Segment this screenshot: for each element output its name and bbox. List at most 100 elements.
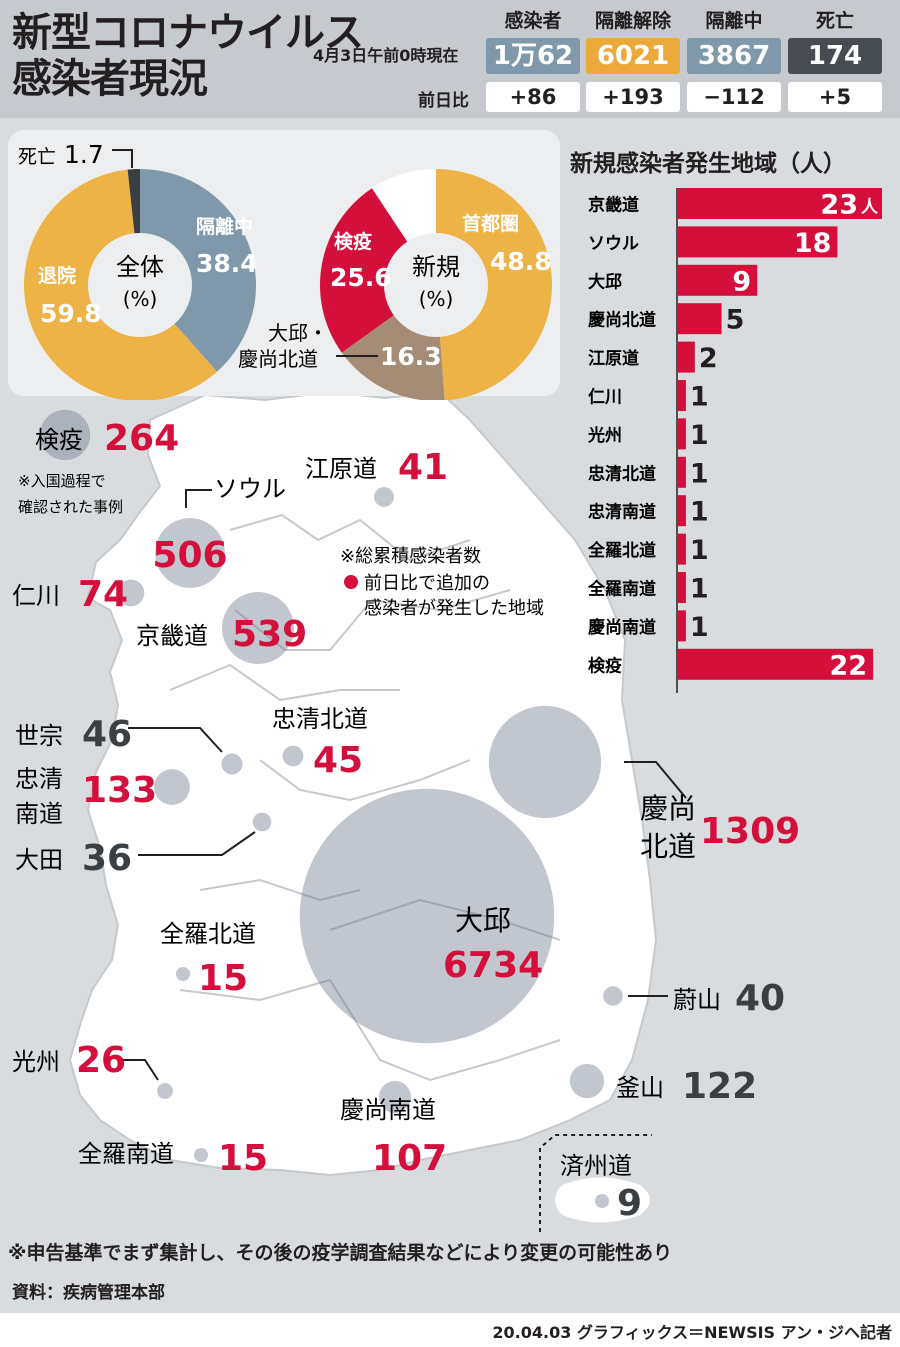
bar-category-label: 全羅北道 — [587, 540, 656, 561]
region-value: 506 — [152, 535, 227, 576]
bar — [677, 188, 882, 219]
stat-value-isolated: 3867 — [687, 38, 781, 74]
region-name: 全羅南道 — [78, 1140, 174, 1168]
bubble — [176, 967, 190, 981]
stat-label-isolated: 隔離中 — [705, 10, 763, 32]
region-name: 世宗 — [15, 722, 63, 750]
bubble-map: 検疫 264 ソウル 506 仁川 74 京畿道 539 江原道 41 世宗 46 忠清北道 45 忠清南道… — [12, 409, 800, 1224]
bar-value-label: 5 — [726, 305, 745, 336]
bar-value-label: 1 — [690, 497, 709, 528]
region-name: 慶尚南道 — [340, 1096, 436, 1124]
bubble — [488, 705, 602, 819]
stat-delta-released: +193 — [586, 82, 680, 112]
leader-line — [120, 1059, 159, 1081]
stat-label-deaths: 死亡 — [815, 10, 854, 32]
bar-category-label: 光州 — [587, 425, 622, 446]
legend-text-2: 感染者が発生した地域 — [364, 598, 544, 619]
title-line-1: 新型コロナウイルス — [12, 10, 364, 56]
region-name: ソウル — [214, 475, 286, 503]
bar — [677, 648, 874, 680]
bar-chart-title: 新規感染者発生地域（人） — [570, 151, 846, 177]
bar-category-label: 慶尚南道 — [588, 617, 656, 638]
bar-value-label: 9 — [732, 266, 751, 297]
bar-category-label: 仁川 — [588, 387, 622, 408]
bar — [677, 380, 686, 411]
region-name: 検疫 — [35, 426, 83, 454]
bar — [677, 418, 686, 450]
pie-slice-0 — [436, 169, 552, 400]
leader-line — [138, 831, 256, 856]
slice-label-isolated: 隔離中 — [196, 215, 253, 238]
province-lines — [169, 513, 561, 1082]
stat-delta-confirmed: +86 — [486, 82, 580, 112]
legend-text-1: 前日比で追加の — [364, 573, 490, 594]
as-of-date: 4月3日午前0時現在 — [313, 46, 459, 65]
donut-overall-unit: (%) — [123, 287, 158, 311]
region-name: 忠清 — [15, 765, 63, 793]
region-value: 264 — [104, 418, 179, 459]
slice-label-discharged: 退院 — [38, 264, 76, 287]
region-name: 江原道 — [305, 455, 377, 483]
jeju-inset-border — [539, 1134, 652, 1232]
region-name: 忠清北道 — [272, 705, 368, 733]
region-value: 1309 — [700, 811, 800, 852]
leader-line — [185, 489, 212, 508]
bubble — [569, 1063, 605, 1099]
slice-value-daegu-gb: 16.3 — [380, 342, 442, 371]
bar-category-label: 全羅南道 — [587, 579, 656, 600]
region-value: 133 — [82, 770, 157, 811]
bubble — [374, 487, 394, 507]
deaths-leader-line — [112, 149, 133, 168]
bar — [677, 226, 838, 258]
bar-value-label: 1 — [690, 612, 709, 643]
stat-delta-isolated: −112 — [687, 82, 781, 112]
bar-category-label: 忠清南道 — [588, 502, 656, 523]
bubble — [194, 1148, 208, 1162]
bar — [677, 303, 722, 335]
region-value: 6734 — [443, 945, 543, 986]
bar-value-label: 1 — [690, 382, 709, 413]
region-value: 46 — [82, 714, 132, 755]
credit-band: 20.04.03 グラフィックス＝NEWSIS アン・ジヘ記者 — [0, 1313, 900, 1347]
donut-overall-center-label: 全体 — [116, 253, 164, 281]
quarantine-note-1: ※入国過程で — [18, 472, 106, 490]
bubble — [603, 986, 623, 1006]
bar-category-label: 江原道 — [588, 348, 639, 369]
donut-overall-hole — [88, 233, 192, 337]
region-name: 釜山 — [616, 1074, 664, 1102]
slice-label-daegu: 大邱・ — [268, 321, 328, 345]
region-value: 45 — [313, 740, 363, 781]
bubble — [222, 592, 294, 664]
donut-new-center-label: 新規 — [412, 253, 460, 281]
region-value: 15 — [218, 1138, 268, 1179]
map-note-title: ※総累積感染者数 — [340, 546, 481, 567]
bubble — [252, 812, 272, 832]
slice-label-deaths: 死亡 — [18, 146, 56, 168]
leader-line — [624, 761, 687, 799]
region-value: 9 — [617, 1183, 642, 1224]
bar-value-label: 1 — [690, 458, 709, 489]
bar-value-label: 1 — [690, 535, 709, 566]
region-name: 全羅北道 — [160, 920, 256, 948]
donut-charts: 全体 (%) 新規 (%) 隔離中 38.4 退院 59.8 死亡 1.7 首都… — [18, 140, 552, 400]
region-name: 仁川 — [12, 582, 60, 610]
region-value: 107 — [372, 1138, 447, 1179]
slice-label-gyeongbuk: 慶尚北道 — [238, 347, 318, 371]
title-line-2: 感染者現況 — [12, 56, 208, 102]
slice-value-deaths: 1.7 — [64, 140, 104, 169]
region-name: 蔚山 — [673, 986, 721, 1014]
bar — [677, 572, 686, 603]
bubble — [282, 745, 304, 767]
stat-delta-deaths: +5 — [788, 82, 882, 112]
region-value: 15 — [198, 958, 248, 999]
region-name: 京畿道 — [136, 622, 208, 650]
region-value: 26 — [76, 1040, 126, 1081]
bubble — [154, 769, 190, 805]
bubble — [221, 753, 243, 775]
region-name: 光州 — [12, 1048, 60, 1076]
region-name: 大田 — [15, 846, 63, 874]
stat-label-confirmed: 感染者 — [504, 10, 562, 32]
bar-value-label: 18 — [794, 228, 832, 259]
bubble — [155, 518, 225, 588]
bubble — [595, 1194, 609, 1208]
